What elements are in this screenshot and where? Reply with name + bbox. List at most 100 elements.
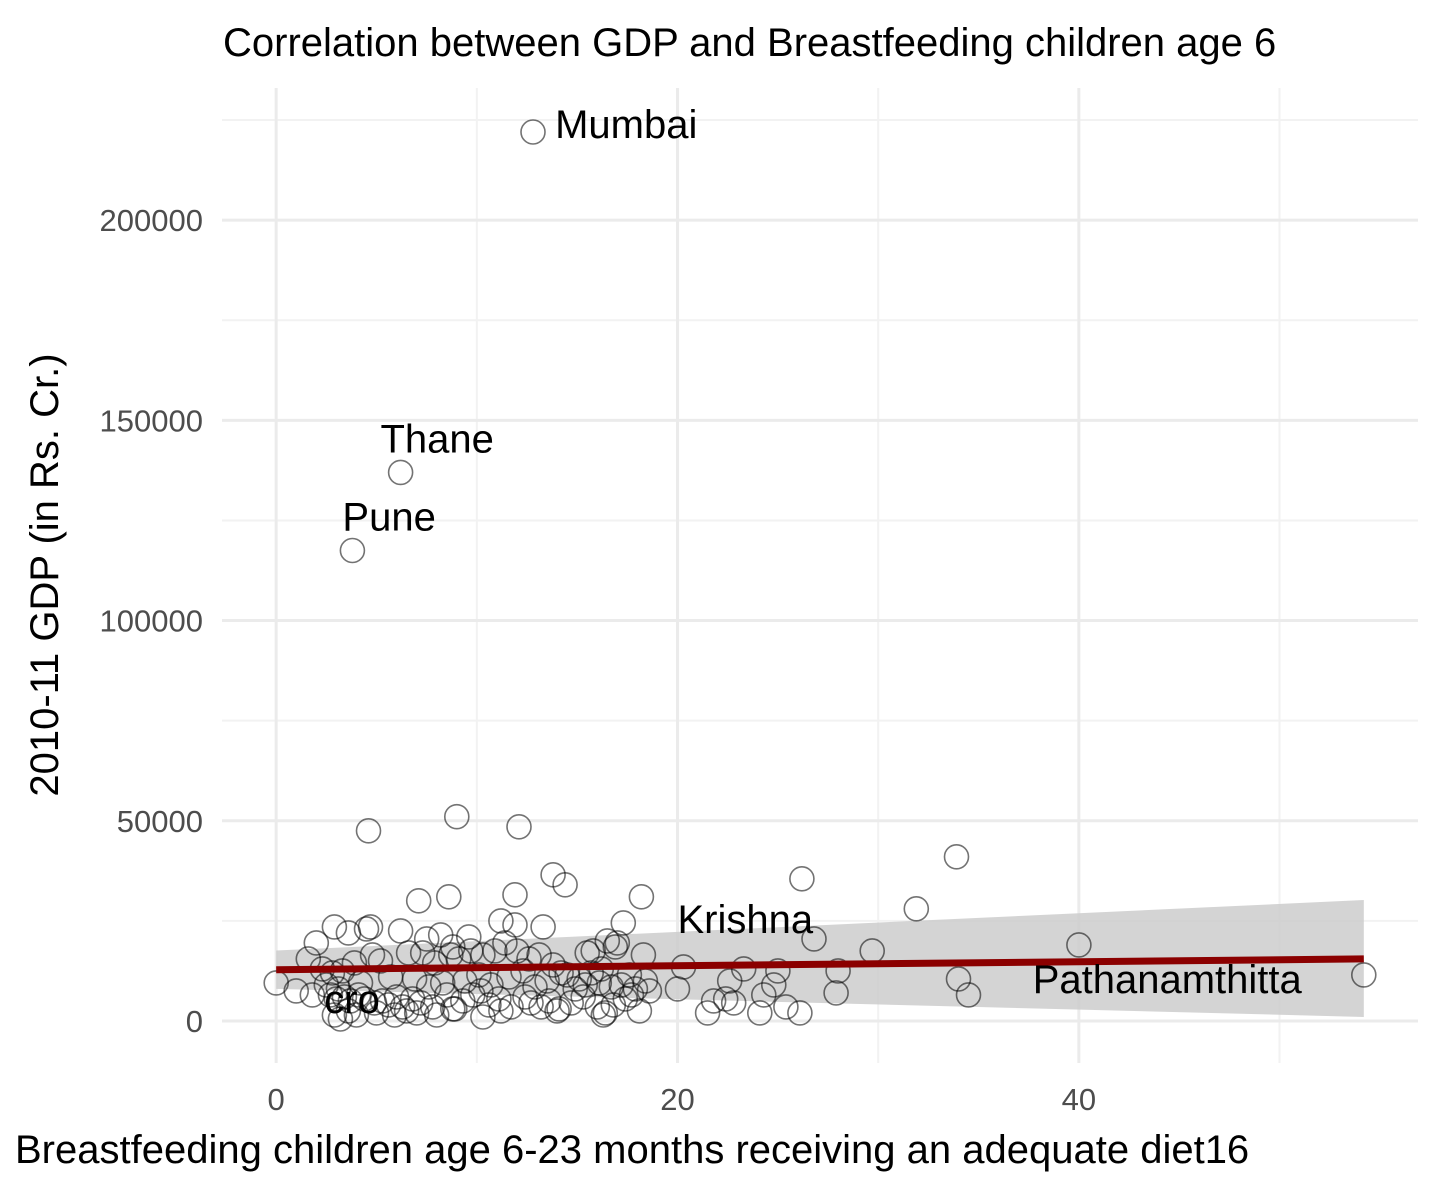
data-point: [488, 998, 514, 1024]
data-point: [381, 1002, 408, 1028]
y-tick-labels: 0 50000 100000 150000 200000: [100, 203, 203, 1039]
fit-line-layer: [276, 955, 1364, 974]
point-annotation: Thane: [381, 417, 494, 461]
y-tick-label: 50000: [117, 804, 203, 839]
data-point: [435, 883, 462, 910]
data-point: [439, 934, 466, 960]
data-point: [518, 990, 544, 1016]
point-annotations: Mumbai Thane Pune Krishna Pathanamthitta cro: [324, 103, 1302, 1022]
point-annotation: Pathanamthitta: [1033, 958, 1303, 1002]
x-tick-label: 0: [268, 1082, 285, 1117]
y-tick-label: 100000: [100, 604, 203, 639]
data-point: [341, 950, 368, 976]
data-point: [343, 1002, 370, 1028]
data-point: [393, 998, 420, 1024]
data-point: [602, 934, 629, 960]
x-tick-label: 40: [1062, 1082, 1096, 1117]
data-point: [716, 968, 743, 994]
data-point: [558, 990, 585, 1016]
data-point: [339, 537, 366, 564]
data-point: [590, 1002, 617, 1028]
data-point: [746, 1000, 773, 1026]
data-point: [548, 960, 574, 986]
data-point: [618, 982, 645, 1008]
y-tick-label: 0: [186, 1004, 203, 1039]
data-point: [353, 916, 380, 942]
data-point: [516, 946, 542, 972]
data-point: [825, 958, 851, 984]
data-point: [610, 910, 637, 936]
data-point: [413, 926, 440, 952]
data-point: [488, 908, 514, 934]
data-point: [1066, 932, 1092, 958]
data-point: [387, 918, 414, 944]
data-point: [1351, 962, 1377, 988]
data-point: [789, 865, 815, 892]
major-gridlines: [222, 88, 1418, 1063]
data-point: [405, 887, 432, 914]
data-point: [544, 998, 570, 1024]
data-point: [592, 1000, 619, 1026]
data-point: [622, 976, 649, 1002]
data-point: [520, 119, 546, 145]
data-point: [335, 920, 362, 946]
y-tick-label: 200000: [100, 203, 203, 238]
data-point: [363, 1000, 390, 1026]
data-point: [546, 996, 572, 1022]
data-point: [787, 1000, 813, 1026]
data-point: [319, 960, 346, 986]
data-point: [321, 1002, 348, 1028]
data-point: [389, 994, 416, 1020]
data-point: [700, 988, 727, 1014]
data-point: [317, 982, 344, 1008]
data-point: [498, 994, 524, 1020]
data-point: [584, 994, 611, 1020]
data-points: [263, 119, 1377, 1032]
x-tick-label: 20: [660, 1082, 694, 1117]
y-axis-label: 2010-11 GDP (in Rs. Cr.): [23, 353, 67, 796]
data-point: [604, 930, 631, 956]
data-point: [903, 895, 930, 922]
data-point: [694, 1000, 721, 1026]
data-point: [552, 871, 578, 898]
data-point: [321, 914, 348, 940]
data-point: [572, 972, 599, 998]
data-point: [357, 914, 384, 940]
data-point: [823, 980, 849, 1006]
data-point: [439, 996, 466, 1022]
data-point: [506, 813, 532, 840]
data-point: [626, 998, 653, 1024]
data-point: [470, 1004, 496, 1030]
data-point: [943, 843, 970, 870]
data-point: [750, 982, 777, 1008]
minor-gridlines: [222, 88, 1418, 1063]
fit-line: [276, 955, 1364, 974]
data-point: [423, 1002, 450, 1028]
data-point: [636, 978, 663, 1004]
data-point: [570, 984, 597, 1010]
data-point: [536, 988, 562, 1014]
data-point: [773, 994, 799, 1020]
data-point: [628, 883, 655, 910]
data-point: [955, 982, 982, 1008]
confidence-band-layer: [276, 900, 1364, 1017]
data-point: [580, 938, 607, 964]
point-annotation: Mumbai: [555, 103, 697, 147]
chart-title: Correlation between GDP and Breastfeedin…: [223, 21, 1276, 65]
data-point: [760, 972, 787, 998]
data-point: [945, 966, 972, 992]
data-point: [482, 938, 508, 964]
data-point: [403, 1000, 430, 1026]
x-tick-labels: 0 20 40: [268, 1082, 1097, 1117]
data-point: [367, 948, 394, 974]
data-point: [502, 912, 528, 938]
data-point: [433, 982, 460, 1008]
data-point: [801, 926, 827, 952]
data-point: [355, 817, 382, 844]
data-point: [765, 958, 791, 984]
y-tick-label: 150000: [100, 403, 203, 438]
data-point: [578, 960, 605, 986]
point-annotation: Krishna: [678, 898, 814, 942]
data-point: [502, 881, 528, 908]
